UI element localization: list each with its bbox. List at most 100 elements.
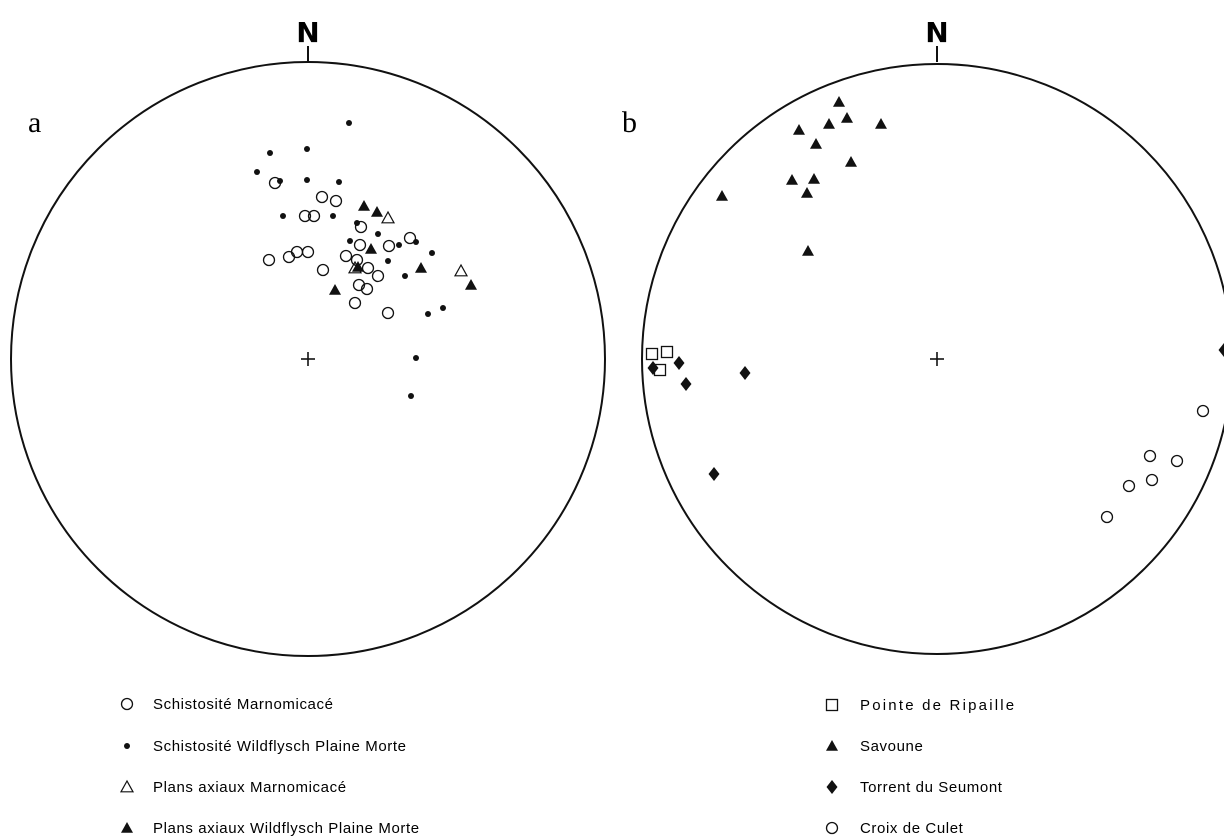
stereonet-b-open-square-point (645, 347, 659, 361)
stereonet-a-dot-point (408, 393, 414, 399)
stereonet-b-open-circle-point (1122, 479, 1136, 493)
legend-open-square-symbol (825, 698, 839, 712)
stereonet-b-filled-diamond-point (647, 361, 659, 375)
stereonet-a-dot-point (429, 250, 435, 256)
legend-b-item-1: Pointe de Ripaille (825, 697, 1016, 714)
stereonet-b-filled-diamond-point (739, 366, 751, 380)
stereonet-b-filled-diamond-point (708, 467, 720, 481)
stereonet-a-open-circle-point (353, 238, 367, 252)
stereonet-a-dot-point (385, 258, 391, 264)
stereonet-a-dot-point (304, 177, 310, 183)
stereonet-b-filled-triangle-point (808, 173, 820, 184)
stereonet-b-center-cross (930, 352, 944, 366)
stereonet-b-filled-triangle-point (793, 124, 805, 135)
legend-a-item-2: Schistosité Wildflysch Plaine Morte (124, 738, 407, 755)
stereonet-a-dot-point (396, 242, 402, 248)
stereonet-a-open-circle-point (371, 269, 385, 283)
stereonet-a-dot-point (336, 179, 342, 185)
stereonet-a-open-circle-point (360, 282, 374, 296)
stereonet-a-dot-point (280, 213, 286, 219)
legend-b-label-2: Savoune (860, 738, 923, 755)
stereonet-a-dot-point (346, 120, 352, 126)
stereonet-a-open-circle-point (290, 245, 304, 259)
stereonet-b: N b (622, 16, 1224, 655)
stereonet-a-dot-point (402, 273, 408, 279)
legend-dot-symbol (124, 743, 130, 749)
stereonet-b-open-circle-point (1170, 454, 1184, 468)
stereonet-a-open-circle-point (301, 245, 315, 259)
stereonet-a-open-circle-point (354, 220, 368, 234)
legend-symbol-shape (120, 697, 134, 711)
stereonet-a-dot-point (354, 220, 360, 226)
stereonet-a-open-circle-point (262, 253, 276, 267)
stereonet-b-filled-triangle-point (845, 156, 857, 167)
legend-b-label-4: Croix de Culet (860, 820, 964, 837)
stereonet-a-open-triangle-point (380, 210, 396, 224)
legend-symbol-shape (826, 740, 838, 751)
stereonet-a-dot-point (277, 178, 283, 184)
stereonet-b-filled-diamond-point (680, 377, 692, 391)
stereonet-a-open-circle-point (361, 261, 375, 275)
stereonet-b-filled-triangle-point (841, 112, 853, 123)
stereonet-b-open-circle-point (1196, 404, 1210, 418)
legend-symbol-shape (119, 779, 135, 793)
legend-symbol-shape (825, 821, 839, 835)
stereonet-a-dot-point (425, 311, 431, 317)
legend-b-item-2: Savoune (826, 738, 923, 755)
stereonet-b-filled-triangle-point (801, 187, 813, 198)
legend-symbol-shape (826, 780, 838, 794)
stereonet-a-filled-triangle-point (365, 243, 377, 254)
legend-open-circle-symbol (120, 697, 134, 711)
stereonet-a-open-circle-point (298, 209, 312, 223)
stereonet-a-dot-point (375, 231, 381, 237)
stereonet-b-filled-triangle-point (716, 190, 728, 201)
stereonet-a-open-circle-point (339, 249, 353, 263)
stereonet-a-open-circle-point (352, 278, 366, 292)
stereonet-a-open-circle-point (382, 239, 396, 253)
legend-open-circle-symbol (825, 821, 839, 835)
legend-a-item-1: Schistosité Marnomicacé (120, 696, 334, 713)
legend-a-label-1: Schistosité Marnomicacé (153, 696, 334, 713)
legend-a-item-4: Plans axiaux Wildflysch Plaine Morte (121, 820, 420, 837)
stereonet-a-dot-point (347, 238, 353, 244)
legend-symbol-shape (124, 743, 130, 749)
legend-filled-triangle-symbol (826, 740, 838, 751)
stereonet-a-filled-triangle-point (358, 200, 370, 211)
stereonet-a-dot-point (330, 213, 336, 219)
legend-filled-diamond-symbol (826, 780, 838, 794)
stereonet-a-points (254, 120, 477, 399)
stereonet-b-open-circle-point (1100, 510, 1114, 524)
legend-a-label-3: Plans axiaux Marnomicacé (153, 779, 347, 796)
stereonet-a-dot-point (413, 239, 419, 245)
legend-open-triangle-symbol (119, 779, 135, 793)
stereonet-b-open-circle-point (1145, 473, 1159, 487)
legend-a-label-4: Plans axiaux Wildflysch Plaine Morte (153, 820, 420, 837)
stereonet-a-open-circle-point (316, 263, 330, 277)
stereonet-b-open-square-point (660, 345, 674, 359)
stereonet-a-open-circle-point (329, 194, 343, 208)
stereonet-b-filled-triangle-point (802, 245, 814, 256)
legend-b: Pointe de Ripaille Savoune Torrent du Se… (825, 697, 1016, 837)
stereonet-a-dot-point (440, 305, 446, 311)
stereonet-a-open-circle-point (403, 231, 417, 245)
legend-a-item-3: Plans axiaux Marnomicacé (119, 779, 347, 796)
stereonet-b-points (645, 96, 1224, 524)
legend-symbol-shape (121, 822, 133, 833)
stereonet-a-open-circle-point (307, 209, 321, 223)
legend-b-label-3: Torrent du Seumont (860, 779, 1003, 796)
stereonet-b-filled-triangle-point (823, 118, 835, 129)
legend-b-item-4: Croix de Culet (825, 820, 964, 837)
legend-b-label-1: Pointe de Ripaille (860, 697, 1016, 714)
stereonet-b-filled-triangle-point (833, 96, 845, 107)
stereonet-a-dot-point (267, 150, 273, 156)
stereonet-b-filled-diamond-point (1218, 343, 1224, 357)
stereonet-a-filled-triangle-point (415, 262, 427, 273)
panel-a-letter: a (28, 106, 41, 139)
stereonet-a-north-label: N (296, 16, 319, 49)
legend-a-label-2: Schistosité Wildflysch Plaine Morte (153, 738, 407, 755)
stereonet-b-filled-triangle-point (786, 174, 798, 185)
legend-filled-triangle-symbol (121, 822, 133, 833)
stereonet-a-open-circle-point (282, 250, 296, 264)
stereonet-a-open-circle-point (381, 306, 395, 320)
